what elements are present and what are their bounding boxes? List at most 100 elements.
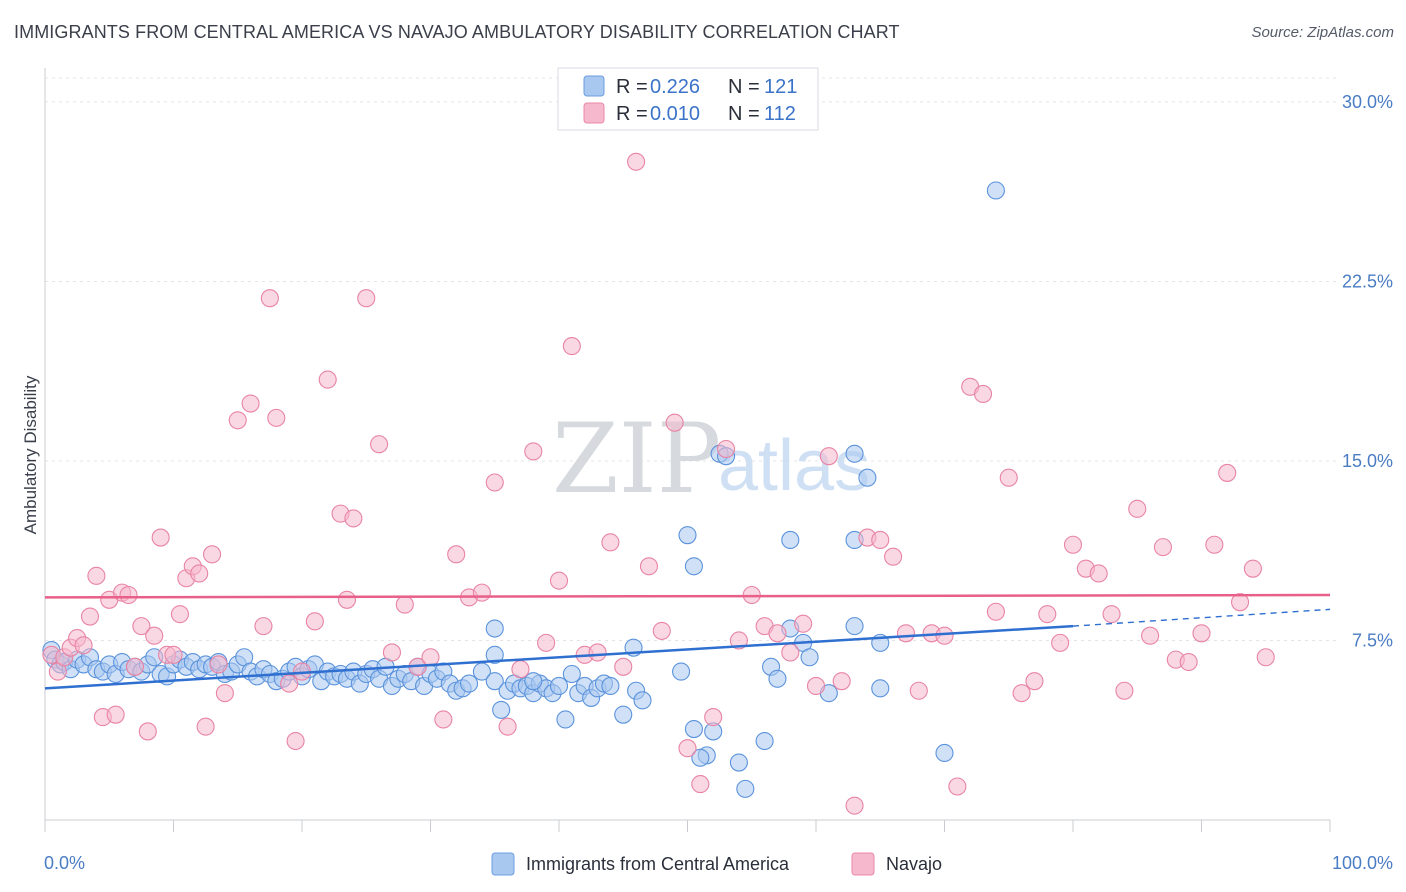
navajo-point-16 <box>145 626 164 645</box>
navajo-point-74 <box>781 643 800 662</box>
navajo-point-107 <box>1205 535 1224 554</box>
navajo-point-26 <box>209 655 228 674</box>
y-tick-label-1: 15.0% <box>1342 451 1393 471</box>
legend-r-label-2: R = <box>616 103 648 125</box>
immigrants-point-113 <box>684 557 703 576</box>
navajo-point-81 <box>871 530 890 550</box>
navajo-point-56 <box>549 571 569 590</box>
navajo-point-37 <box>318 370 337 389</box>
navajo-point-89 <box>973 384 993 403</box>
navajo-point-70 <box>729 631 748 650</box>
navajo-point-7 <box>87 566 106 585</box>
navajo-point-84 <box>909 681 928 700</box>
navajo-point-98 <box>1089 564 1108 583</box>
watermark: ZIP atlas <box>552 403 870 515</box>
immigrants-point-91 <box>485 645 504 664</box>
navajo-point-15 <box>138 722 157 741</box>
navajo-point-83 <box>896 624 916 643</box>
immigrants-point-68 <box>485 672 504 691</box>
navajo-point-79 <box>845 796 864 815</box>
navajo-point-61 <box>614 657 633 676</box>
immigrants-point-79 <box>556 710 575 729</box>
immigrants-point-107 <box>858 468 877 487</box>
immigrants-point-119 <box>691 748 710 767</box>
immigrants-point-89 <box>633 691 652 710</box>
immigrants-point-106 <box>845 617 864 636</box>
navajo-point-68 <box>704 708 723 727</box>
navajo-point-99 <box>1102 605 1121 624</box>
navajo-point-13 <box>125 657 144 676</box>
navajo-point-69 <box>716 439 736 459</box>
navajo-point-47 <box>434 710 453 729</box>
navajo-point-6 <box>80 607 100 626</box>
legend-r-value-1: 0.226 <box>650 76 700 98</box>
navajo-point-59 <box>588 643 607 662</box>
navajo-point-110 <box>1243 559 1262 578</box>
bottom-legend-swatch-pink <box>851 852 875 876</box>
navajo-point-33 <box>280 674 299 693</box>
navajo-point-39 <box>337 590 357 609</box>
navajo-point-108 <box>1218 463 1237 482</box>
immigrants-point-86 <box>601 676 620 696</box>
navajo-point-91 <box>999 468 1018 487</box>
navajo-point-103 <box>1153 538 1172 557</box>
immigrants-point-104 <box>800 648 819 667</box>
immigrants-point-114 <box>781 530 800 550</box>
navajo-point-96 <box>1063 535 1083 554</box>
navajo-point-24 <box>196 717 215 736</box>
y-tick-label-2: 22.5% <box>1342 271 1393 291</box>
immigrants-point-117 <box>986 181 1005 200</box>
x-tick-label-1: 100.0% <box>1332 853 1393 873</box>
immigrants-point-92 <box>524 672 543 691</box>
navajo-point-73 <box>768 624 787 643</box>
navajo-point-40 <box>344 509 363 528</box>
tick-labels: 7.5% 15.0% 22.5% 30.0% 0.0% 100.0% <box>44 92 1393 873</box>
source-label: Source: ZipAtlas.com <box>1251 24 1394 41</box>
navajo-point-55 <box>537 633 556 652</box>
x-tick-label-0: 0.0% <box>44 853 85 873</box>
navajo-point-94 <box>1038 605 1057 624</box>
immigrants-point-93 <box>672 662 691 681</box>
navajo-point-101 <box>1128 499 1147 518</box>
navajo-point-87 <box>948 777 967 796</box>
legend-n-label-2: N = <box>728 103 760 125</box>
y-tick-label-3: 30.0% <box>1342 92 1393 112</box>
navajo-point-102 <box>1141 626 1160 645</box>
navajo-point-5 <box>74 636 93 655</box>
trend-line-immigrants-extension <box>1072 608 1331 627</box>
navajo-point-53 <box>511 660 530 679</box>
watermark-zip: ZIP <box>552 403 721 515</box>
navajo-point-77 <box>819 447 838 466</box>
navajo-point-29 <box>241 394 260 413</box>
navajo-point-90 <box>986 602 1005 621</box>
immigrants-point-90 <box>485 619 504 638</box>
navajo-point-67 <box>691 775 710 794</box>
navajo-point-111 <box>1256 648 1275 667</box>
navajo-point-31 <box>260 289 279 308</box>
navajo-point-10 <box>106 705 125 724</box>
watermark-atlas: atlas <box>718 426 870 506</box>
legend-n-value-2: 112 <box>764 103 796 125</box>
navajo-point-12 <box>119 585 138 605</box>
navajo-point-65 <box>665 413 684 432</box>
y-tick-label-0: 7.5% <box>1352 630 1393 650</box>
navajo-point-14 <box>132 617 151 636</box>
bottom-legend-swatch-blue <box>491 852 515 876</box>
legend-swatch-blue <box>583 75 605 97</box>
navajo-point-105 <box>1179 652 1198 672</box>
immigrants-point-69 <box>492 700 511 719</box>
navajo-point-43 <box>382 643 402 662</box>
navajo-point-95 <box>1051 633 1070 652</box>
navajo-point-57 <box>562 337 581 356</box>
y-axis-label: Ambulatory Disability <box>21 375 40 534</box>
navajo-point-78 <box>832 672 851 691</box>
bottom-legend: Immigrants from Central America Navajo <box>491 852 942 876</box>
axes <box>44 68 1331 832</box>
series-navajo-points <box>42 152 1275 815</box>
navajo-point-62 <box>627 152 646 171</box>
immigrants-point-108 <box>845 444 864 463</box>
navajo-point-17 <box>151 528 170 547</box>
navajo-point-27 <box>215 684 234 703</box>
navajo-point-100 <box>1115 681 1134 700</box>
